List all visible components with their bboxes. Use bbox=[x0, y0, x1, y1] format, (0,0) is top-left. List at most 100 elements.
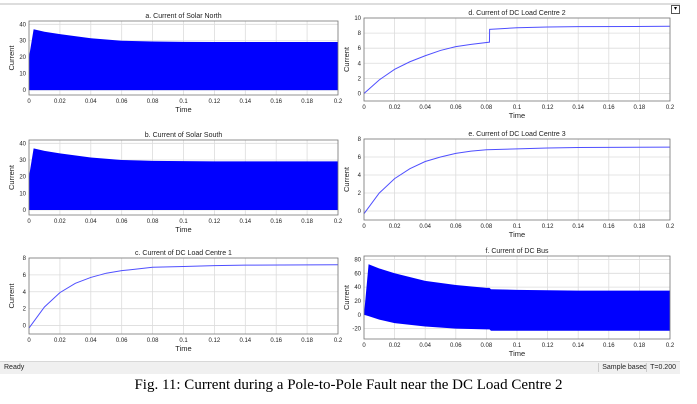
subplot-1: 0 0.02 0.04 0.06 0.08 0.1 0.12 0.14 0.16 0.18 0.2 0… bbox=[342, 10, 675, 120]
x-axis-label: Time bbox=[509, 349, 525, 358]
y-tick-label: 2 bbox=[358, 76, 362, 82]
x-axis-label: Time bbox=[175, 105, 191, 114]
y-tick-label: 60 bbox=[354, 271, 361, 277]
y-tick-label: 10 bbox=[354, 16, 361, 22]
x-tick-label: 0.16 bbox=[270, 99, 282, 105]
subplot-title: a. Current of Solar North bbox=[145, 13, 221, 20]
x-axis-label: Time bbox=[175, 344, 191, 353]
y-tick-label: 2 bbox=[23, 307, 27, 313]
y-tick-label: 6 bbox=[358, 155, 362, 161]
x-tick-label: 0.12 bbox=[209, 338, 221, 344]
y-axis-label: Current bbox=[7, 164, 16, 190]
x-tick-label: 0.18 bbox=[301, 99, 313, 105]
subplot-3: 0 0.02 0.04 0.06 0.08 0.1 0.12 0.14 0.16 0.18 0.2 0… bbox=[342, 131, 675, 239]
status-bar: Ready Sample based T=0.200 bbox=[0, 361, 680, 374]
y-tick-label: 30 bbox=[19, 158, 26, 164]
x-tick-label: 0 bbox=[362, 343, 366, 349]
x-tick-label: 0.06 bbox=[450, 343, 462, 349]
x-tick-label: 0.12 bbox=[542, 105, 554, 111]
y-axis-label: Current bbox=[7, 283, 16, 309]
x-tick-label: 0.1 bbox=[513, 343, 522, 349]
figure-caption: Fig. 11: Current during a Pole-to-Pole F… bbox=[134, 377, 563, 393]
y-axis-label: Current bbox=[342, 284, 351, 310]
y-tick-label: 0 bbox=[358, 313, 362, 319]
y-axis-label: Current bbox=[342, 46, 351, 72]
x-tick-label: 0.18 bbox=[634, 343, 646, 349]
x-tick-label: 0.14 bbox=[572, 105, 584, 111]
x-tick-label: 0.18 bbox=[301, 338, 313, 344]
subplot-5: 0 0.02 0.04 0.06 0.08 0.1 0.12 0.14 0.16 0.18 0.2 -… bbox=[342, 248, 675, 358]
restore-icon[interactable]: ▾ bbox=[671, 5, 680, 14]
x-tick-label: 0.04 bbox=[85, 99, 97, 105]
x-tick-label: 0.06 bbox=[116, 219, 128, 225]
axes-box bbox=[28, 20, 339, 96]
x-tick-label: 0.2 bbox=[666, 343, 675, 349]
x-tick-label: 0.08 bbox=[147, 99, 159, 105]
subplot-title: e. Current of DC Load Centre 3 bbox=[468, 131, 565, 138]
x-tick-label: 0.14 bbox=[572, 343, 584, 349]
x-tick-label: 0.1 bbox=[513, 224, 522, 230]
x-tick-label: 0.02 bbox=[389, 105, 401, 111]
y-tick-label: 4 bbox=[358, 61, 362, 67]
y-tick-label: 4 bbox=[358, 173, 362, 179]
x-tick-label: 0.2 bbox=[666, 105, 675, 111]
subplot-title: b. Current of Solar South bbox=[145, 132, 223, 139]
x-tick-label: 0.2 bbox=[334, 99, 343, 105]
x-tick-label: 0.12 bbox=[542, 343, 554, 349]
subplot-title: f. Current of DC Bus bbox=[485, 248, 549, 255]
x-tick-label: 0.16 bbox=[270, 338, 282, 344]
axes-box bbox=[28, 139, 339, 216]
signal-line bbox=[28, 264, 339, 329]
x-tick-label: 0 bbox=[362, 105, 366, 111]
x-tick-label: 0.16 bbox=[603, 224, 615, 230]
x-tick-label: 0.1 bbox=[513, 105, 522, 111]
y-tick-label: 20 bbox=[19, 55, 26, 61]
signal-envelope bbox=[364, 264, 670, 331]
y-tick-label: 40 bbox=[354, 285, 361, 291]
x-tick-label: 0.1 bbox=[179, 338, 188, 344]
signal-envelope bbox=[29, 148, 338, 210]
x-tick-label: 0.06 bbox=[450, 224, 462, 230]
y-tick-label: 20 bbox=[354, 299, 361, 305]
y-tick-label: 0 bbox=[358, 91, 362, 97]
y-tick-label: -20 bbox=[352, 327, 361, 333]
signal-line bbox=[363, 25, 671, 94]
y-tick-label: 40 bbox=[19, 141, 26, 147]
y-tick-label: 6 bbox=[23, 273, 27, 279]
subplot-title: d. Current of DC Load Centre 2 bbox=[468, 10, 565, 17]
axes-box bbox=[363, 138, 671, 221]
x-tick-label: 0.06 bbox=[116, 338, 128, 344]
x-tick-label: 0.14 bbox=[239, 99, 251, 105]
axes-box bbox=[363, 255, 671, 340]
x-tick-label: 0 bbox=[27, 338, 31, 344]
x-tick-label: 0.04 bbox=[85, 219, 97, 225]
x-axis-label: Time bbox=[509, 111, 525, 120]
x-tick-label: 0.18 bbox=[634, 105, 646, 111]
y-tick-label: 4 bbox=[23, 290, 27, 296]
figure-top-border bbox=[0, 3, 680, 5]
x-axis-label: Time bbox=[509, 230, 525, 239]
status-mode: Sample based bbox=[598, 363, 650, 372]
y-tick-label: 40 bbox=[19, 22, 26, 28]
y-tick-label: 30 bbox=[19, 39, 26, 45]
subplot-2: 0 0.02 0.04 0.06 0.08 0.1 0.12 0.14 0.16 0.18 0.2 0… bbox=[7, 132, 343, 234]
y-axis-label: Current bbox=[342, 166, 351, 192]
x-tick-label: 0 bbox=[362, 224, 366, 230]
x-tick-label: 0.2 bbox=[334, 338, 343, 344]
x-tick-label: 0.16 bbox=[603, 105, 615, 111]
y-tick-label: 8 bbox=[358, 31, 362, 37]
y-tick-label: 8 bbox=[358, 137, 362, 143]
x-tick-label: 0.04 bbox=[419, 224, 431, 230]
y-tick-label: 0 bbox=[23, 324, 27, 330]
x-tick-label: 0.18 bbox=[634, 224, 646, 230]
x-tick-label: 0.2 bbox=[666, 224, 675, 230]
x-tick-label: 0.08 bbox=[481, 224, 493, 230]
axes-box bbox=[363, 17, 671, 102]
signal-envelope bbox=[29, 29, 338, 91]
x-tick-label: 0.1 bbox=[179, 99, 188, 105]
x-tick-label: 0.08 bbox=[481, 343, 493, 349]
y-tick-label: 6 bbox=[358, 46, 362, 52]
x-tick-label: 0.02 bbox=[54, 99, 66, 105]
x-tick-label: 0.14 bbox=[239, 219, 251, 225]
x-tick-label: 0.02 bbox=[54, 219, 66, 225]
